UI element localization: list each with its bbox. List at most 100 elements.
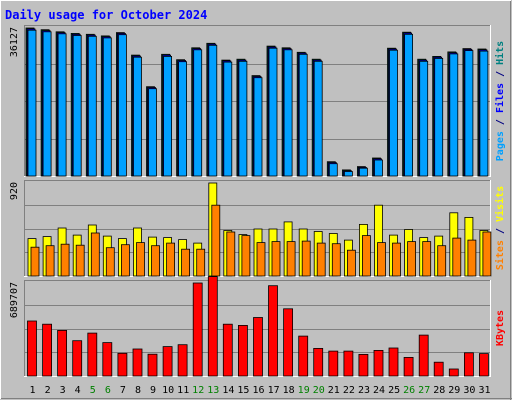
panel-bottom: 689707 KBytes xyxy=(9,276,506,377)
bar-sites-day-27 xyxy=(422,241,432,277)
bar-sites-day-13 xyxy=(211,204,221,277)
x-tick-label-day-3: 3 xyxy=(60,385,66,396)
bar-kbytes-day-24 xyxy=(373,349,384,377)
x-tick-label-day-15: 15 xyxy=(237,385,249,396)
x-tick-label-day-16: 16 xyxy=(252,385,264,396)
bar-pages-day-23 xyxy=(358,167,368,177)
bar-kbytes-day-23 xyxy=(358,353,369,377)
bar-sites-day-12 xyxy=(196,248,206,277)
bar-pages-day-19 xyxy=(298,53,308,177)
bar-pages-day-5 xyxy=(87,35,97,177)
bar-kbytes-day-26 xyxy=(403,356,414,377)
bar-kbytes-day-19 xyxy=(298,335,309,377)
bar-pages-day-18 xyxy=(283,49,293,177)
bar-sites-day-24 xyxy=(377,242,386,277)
bar-sites-day-25 xyxy=(392,242,401,277)
bar-pages-day-28 xyxy=(434,58,444,177)
bar-pages-day-20 xyxy=(313,60,323,177)
bar-sites-day-1 xyxy=(30,246,40,277)
bar-kbytes-day-28 xyxy=(433,361,444,377)
bar-sites-day-4 xyxy=(75,244,85,277)
bar-pages-day-9 xyxy=(148,88,157,177)
x-tick-label-day-7: 7 xyxy=(120,385,126,396)
bar-kbytes-day-27 xyxy=(418,334,429,377)
bar-pages-day-4 xyxy=(72,35,82,177)
y-max-label: 36127 xyxy=(9,27,20,57)
bar-pages-day-6 xyxy=(102,37,112,177)
bar-pages-day-10 xyxy=(163,56,173,177)
bar-kbytes-day-30 xyxy=(463,352,474,377)
bar-pages-day-27 xyxy=(419,60,429,177)
legend-entry: / xyxy=(495,222,506,240)
bar-sites-day-31 xyxy=(482,231,492,277)
x-axis-labels: 1 2 3 4 5 6 7 8 9 10 11 12 13 14 15 16 17 18 19 20 21 22 23 24 2… xyxy=(29,385,490,396)
bar-kbytes-day-6 xyxy=(102,342,113,377)
bar-sites-day-14 xyxy=(226,231,236,277)
x-tick-label-day-5: 5 xyxy=(90,385,96,396)
bar-kbytes-day-2 xyxy=(42,323,52,377)
bar-pages-day-22 xyxy=(343,171,353,177)
bar-kbytes-day-25 xyxy=(388,347,399,377)
bar-pages-day-26 xyxy=(404,33,414,177)
x-tick-label-day-2: 2 xyxy=(45,385,51,396)
bar-pages-day-8 xyxy=(133,56,142,177)
legend-entry: Sites xyxy=(494,240,506,270)
y-max-label: 689707 xyxy=(9,282,20,318)
x-tick-label-day-14: 14 xyxy=(222,385,234,396)
x-tick-label-day-19: 19 xyxy=(298,385,310,396)
x-tick-label-day-21: 21 xyxy=(328,385,340,396)
bar-pages-day-14 xyxy=(223,61,233,177)
bar-pages-day-25 xyxy=(389,49,398,177)
bar-sites-day-8 xyxy=(136,242,145,277)
x-tick-label-day-11: 11 xyxy=(177,385,189,396)
bar-pages-day-17 xyxy=(268,47,278,177)
bar-sites-day-28 xyxy=(437,245,447,277)
bar-sites-day-9 xyxy=(151,245,160,277)
x-tick-label-day-12: 12 xyxy=(192,385,204,396)
bar-kbytes-day-15 xyxy=(237,324,248,377)
x-tick-label-day-1: 1 xyxy=(29,385,35,396)
bar-kbytes-day-17 xyxy=(268,285,278,377)
bar-kbytes-day-10 xyxy=(162,346,173,377)
panel-middle: 920 Sites / Visits xyxy=(9,180,506,277)
bar-sites-day-20 xyxy=(316,242,326,277)
x-tick-label-day-24: 24 xyxy=(373,385,385,396)
bar-pages-day-30 xyxy=(464,50,474,177)
bar-kbytes-day-14 xyxy=(222,323,233,377)
bar-sites-day-26 xyxy=(407,241,417,277)
bar-sites-day-17 xyxy=(271,241,281,277)
bar-sites-day-22 xyxy=(346,249,356,277)
x-tick-label-day-31: 31 xyxy=(478,385,490,396)
legend-bottom: KBytes xyxy=(495,310,506,346)
bar-kbytes-day-12 xyxy=(192,282,203,377)
bar-kbytes-day-9 xyxy=(147,353,158,377)
bar-kbytes-day-31 xyxy=(478,353,489,377)
bar-kbytes-day-3 xyxy=(57,329,67,377)
bar-sites-day-5 xyxy=(90,232,100,277)
x-tick-label-day-25: 25 xyxy=(388,385,400,396)
bar-kbytes-day-22 xyxy=(343,350,354,377)
bar-kbytes-day-16 xyxy=(253,317,263,377)
bar-pages-day-1 xyxy=(27,29,37,177)
legend-top: Pages / Files / Hits xyxy=(494,41,506,161)
bar-kbytes-day-1 xyxy=(27,320,37,377)
bar-kbytes-day-11 xyxy=(177,344,188,377)
panel-top: 36127 Pages / Files / Hits xyxy=(9,25,506,177)
bar-pages-day-29 xyxy=(449,53,459,177)
x-tick-label-day-23: 23 xyxy=(358,385,370,396)
bar-pages-day-13 xyxy=(208,44,218,177)
legend-middle: Sites / Visits xyxy=(494,186,506,270)
series-sites xyxy=(30,204,492,277)
x-tick-label-day-30: 30 xyxy=(463,385,475,396)
x-tick-label-day-13: 13 xyxy=(207,385,219,396)
bar-pages-day-11 xyxy=(178,61,188,177)
bar-kbytes-day-8 xyxy=(132,348,143,377)
bar-sites-day-18 xyxy=(286,241,296,277)
bar-sites-day-7 xyxy=(121,244,130,277)
bar-pages-day-2 xyxy=(42,31,52,177)
bar-kbytes-day-13 xyxy=(207,276,218,377)
bar-pages-day-15 xyxy=(238,60,248,177)
bar-pages-day-31 xyxy=(479,50,489,177)
x-tick-label-day-26: 26 xyxy=(403,385,415,396)
